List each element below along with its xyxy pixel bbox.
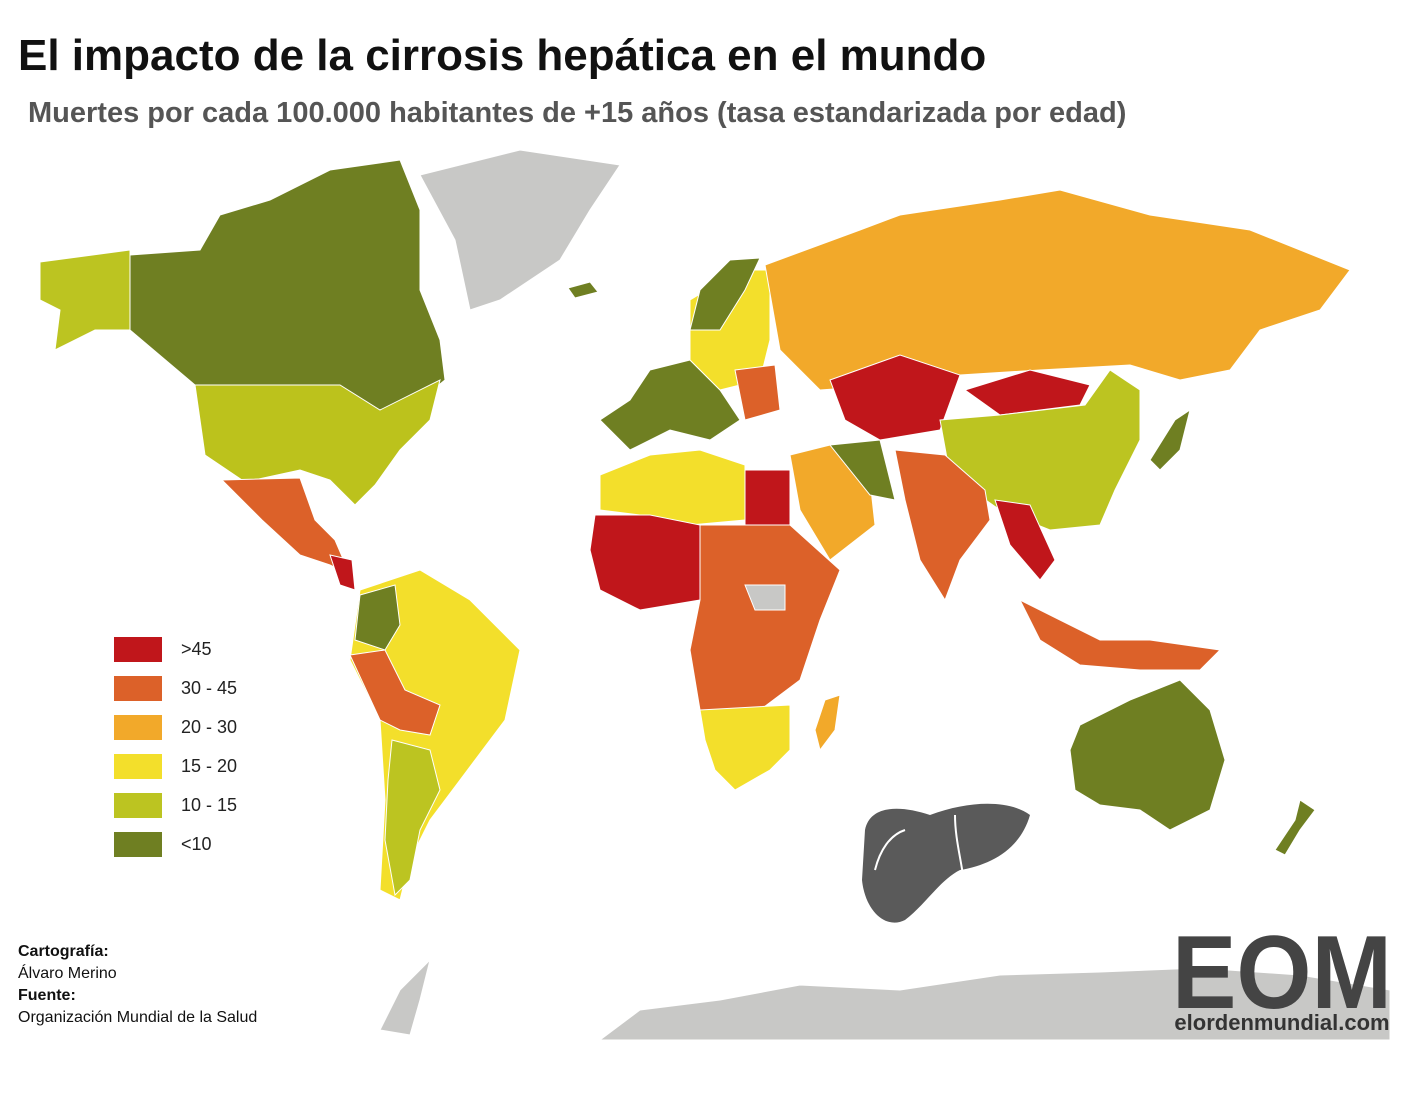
scandinavia [689, 257, 761, 331]
new-zealand [1274, 799, 1316, 856]
liver-icon [862, 803, 1030, 923]
legend-swatch [114, 676, 162, 701]
logo-url: elordenmundial.com [1174, 1010, 1389, 1035]
central-africa [689, 524, 841, 711]
liver-line [874, 814, 966, 901]
credits: Cartografía: Álvaro Merino Fuente: Organiza… [18, 943, 257, 1026]
legend: >45 30 - 45 20 - 30 15 - 20 10 - 15 <10 [114, 637, 237, 857]
china [939, 369, 1141, 531]
legend-swatch [114, 715, 162, 740]
antarctica [598, 967, 1391, 1041]
logo-mark: EOM [1172, 915, 1392, 1031]
central-america [329, 554, 356, 591]
legend-swatch [114, 637, 162, 662]
colombia [354, 584, 401, 651]
logo: EOM elordenmundial.com [1172, 915, 1392, 1035]
southeast-asia [994, 499, 1056, 581]
legend-label: 10 - 15 [181, 795, 237, 815]
legend-label: >45 [181, 639, 212, 659]
andes [349, 649, 441, 736]
south-asia [894, 449, 991, 602]
japan [1149, 408, 1191, 471]
liver [862, 803, 1030, 923]
mongolia [963, 369, 1091, 416]
title: El impacto de la cirrosis hepática en el… [18, 31, 986, 80]
balkans [734, 364, 781, 421]
legend-swatch [114, 832, 162, 857]
legend-label: 20 - 30 [181, 717, 237, 737]
legend-swatch [114, 793, 162, 818]
subtitle: Muertes por cada 100.000 habitantes de +… [28, 97, 1126, 129]
legend-label: 30 - 45 [181, 678, 237, 698]
legend-label: 15 - 20 [181, 756, 237, 776]
credit-text: Organización Mundial de la Salud [18, 1009, 257, 1026]
central-asia [829, 354, 961, 441]
egypt [744, 469, 791, 526]
world-map [39, 149, 1391, 1041]
southern-africa [699, 704, 791, 791]
credit-heading: Cartografía: [18, 943, 109, 960]
greenland [419, 149, 621, 311]
iceland [567, 281, 599, 299]
antarctica-peninsula [379, 958, 431, 1036]
madagascar [814, 694, 841, 752]
australia [1069, 679, 1226, 831]
europe-west [599, 359, 741, 451]
southern-cone [384, 739, 441, 897]
credit-heading: Fuente: [18, 987, 76, 1004]
credit-text: Álvaro Merino [18, 963, 117, 982]
iran [829, 439, 896, 501]
indonesia [1018, 598, 1222, 671]
south-sudan [744, 584, 786, 611]
legend-swatch [114, 754, 162, 779]
legend-label: <10 [181, 834, 212, 854]
